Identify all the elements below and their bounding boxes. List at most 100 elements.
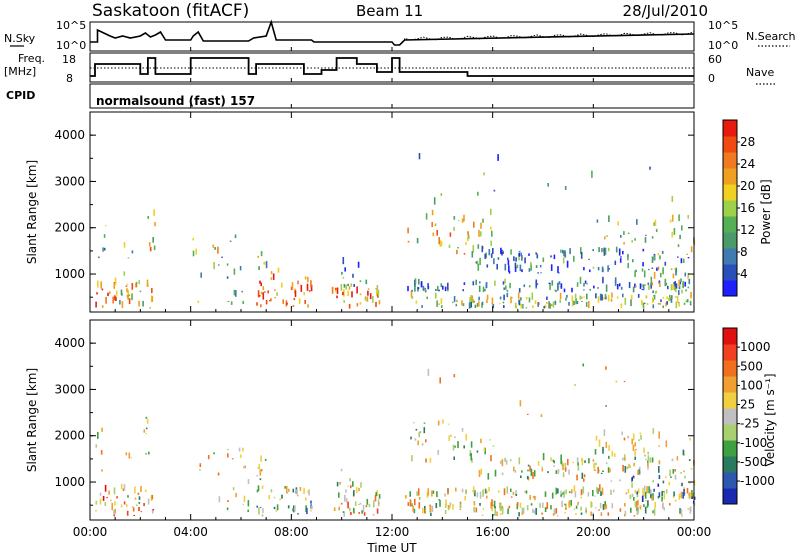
- echo-cell: [421, 443, 424, 446]
- echo-cell: [603, 297, 605, 300]
- echo-cell: [497, 490, 500, 493]
- echo-cell: [691, 496, 693, 499]
- echo-cell: [518, 252, 520, 257]
- echo-cell: [292, 305, 295, 307]
- echo-cell: [435, 289, 437, 291]
- echo-cell: [229, 240, 232, 242]
- echo-cell: [101, 427, 103, 432]
- echo-cell: [583, 289, 585, 291]
- echo-cell: [426, 296, 428, 300]
- echo-cell: [690, 246, 693, 253]
- echo-cell: [673, 491, 675, 497]
- echo-cell: [544, 507, 547, 512]
- echo-cell: [148, 451, 150, 455]
- echo-cell: [608, 268, 610, 270]
- echo-cell: [646, 303, 649, 306]
- echo-cell: [457, 247, 459, 249]
- echo-cell: [490, 253, 493, 258]
- echo-cell: [449, 232, 452, 237]
- echo-cell: [661, 490, 663, 496]
- echo-cell: [593, 462, 596, 470]
- echo-cell: [524, 257, 526, 264]
- echo-cell: [608, 445, 610, 451]
- echo-cell: [149, 306, 151, 309]
- echo-cell: [149, 246, 152, 252]
- echo-cell: [672, 496, 675, 498]
- echo-cell: [510, 488, 512, 492]
- echo-cell: [571, 489, 573, 494]
- echo-cell: [620, 235, 622, 238]
- echo-cell: [486, 299, 488, 304]
- echo-cell: [634, 270, 636, 278]
- echo-cell: [128, 452, 131, 459]
- echo-cell: [674, 287, 676, 291]
- echo-cell: [425, 458, 427, 463]
- echo-cell: [477, 263, 480, 271]
- echo-cell: [97, 431, 99, 439]
- echo-cell: [632, 259, 634, 263]
- echo-cell: [630, 299, 632, 307]
- echo-cell: [339, 481, 341, 485]
- echo-cell: [131, 506, 134, 508]
- echo-cell: [653, 271, 656, 279]
- echo-cell: [689, 491, 692, 499]
- echo-cell: [235, 492, 237, 498]
- echo-cell: [653, 508, 656, 516]
- echo-cell: [421, 305, 423, 308]
- echo-cell: [276, 504, 279, 511]
- echo-cell: [256, 489, 259, 493]
- echo-cell: [518, 250, 521, 253]
- echo-cell: [439, 377, 441, 384]
- echo-cell: [415, 428, 418, 431]
- echo-cell: [242, 300, 244, 304]
- echo-cell: [431, 490, 433, 497]
- echo-cell: [506, 289, 509, 292]
- echo-cell: [601, 294, 603, 301]
- echo-cell: [574, 293, 577, 299]
- echo-cell: [601, 266, 604, 272]
- echo-cell: [562, 492, 564, 495]
- echo-cell: [119, 300, 121, 305]
- echo-cell: [537, 461, 540, 466]
- echo-cell: [671, 195, 674, 202]
- echo-cell: [418, 497, 421, 500]
- echo-cell: [265, 261, 268, 269]
- echo-cell: [623, 242, 625, 245]
- echo-cell: [689, 304, 692, 306]
- echo-cell: [690, 468, 693, 470]
- colorbar-tick-label: -100: [740, 436, 767, 450]
- echo-cell: [376, 490, 378, 497]
- echo-cell: [112, 296, 114, 304]
- echo-cell: [104, 484, 107, 492]
- echo-cell: [282, 299, 284, 304]
- echo-cell: [623, 437, 626, 441]
- echo-cell: [595, 462, 597, 466]
- echo-cell: [423, 427, 426, 434]
- echo-cell: [650, 495, 652, 499]
- echo-cell: [414, 498, 416, 506]
- echo-cell: [217, 472, 220, 476]
- echo-cell: [297, 495, 299, 497]
- echo-cell: [469, 297, 471, 304]
- echo-cell: [519, 502, 522, 508]
- echo-cell: [96, 292, 98, 295]
- echo-cell: [674, 474, 677, 480]
- echo-cell: [376, 285, 379, 291]
- echo-cell: [480, 222, 482, 229]
- echo-cell: [632, 475, 635, 478]
- echo-cell: [640, 434, 642, 440]
- echo-cell: [270, 277, 273, 280]
- echo-cell: [610, 489, 612, 495]
- echo-cell: [440, 305, 443, 308]
- echo-cell: [374, 495, 377, 502]
- echo-cell: [340, 502, 343, 505]
- echo-cell: [452, 444, 455, 451]
- echo-cell: [137, 492, 140, 495]
- echo-cell: [672, 469, 675, 474]
- echo-cell: [678, 214, 680, 222]
- echo-cell: [134, 497, 137, 500]
- echo-cell: [260, 251, 263, 257]
- echo-cell: [573, 508, 576, 510]
- echo-cell: [561, 500, 563, 508]
- echo-cell: [218, 496, 221, 503]
